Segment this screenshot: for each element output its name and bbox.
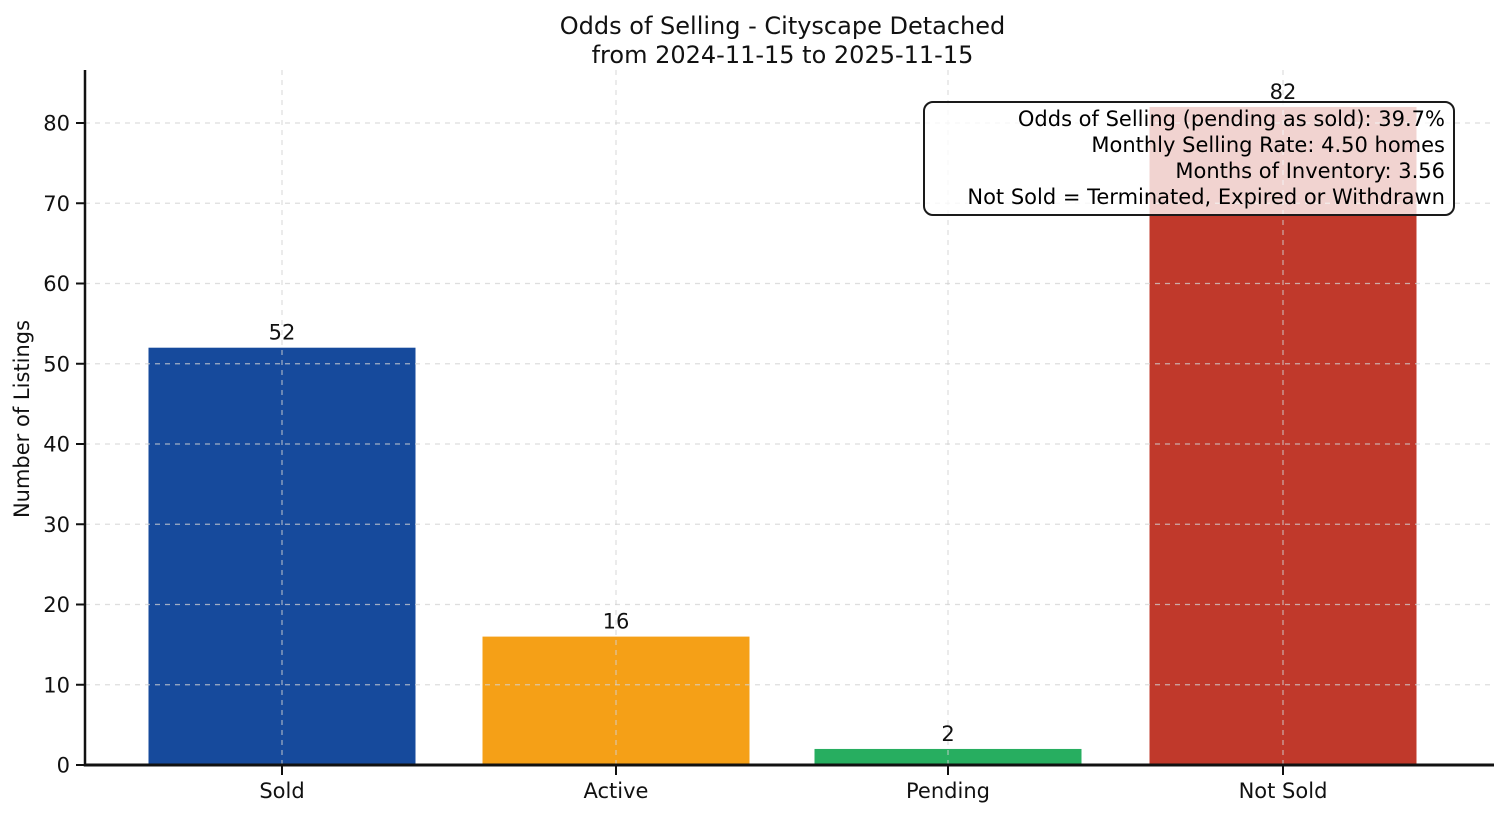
annotation-not-sold-definition: Not Sold = Terminated, Expired or Withdr… [967, 185, 1445, 209]
bar-sold [148, 347, 416, 765]
x-category-label-sold: Sold [259, 779, 304, 803]
y-tick-label-0: 0 [57, 754, 70, 778]
y-tick-label-50: 50 [43, 352, 70, 376]
y-tick-label-40: 40 [43, 433, 70, 457]
chart-title-block: Odds of Selling - Cityscape Detached fro… [85, 12, 1480, 70]
chart-title: Odds of Selling - Cityscape Detached [559, 12, 1006, 40]
bar-value-label-pending: 2 [941, 722, 954, 746]
x-category-label-pending: Pending [906, 779, 990, 803]
bar-pending [814, 748, 1082, 765]
stats-annotation-box: Odds of Selling (pending as sold): 39.7%… [923, 101, 1455, 216]
bar-value-label-sold: 52 [269, 321, 296, 345]
chart-subtitle: from 2024-11-15 to 2025-11-15 [591, 41, 974, 69]
y-tick-label-70: 70 [43, 192, 70, 216]
y-tick-label-60: 60 [43, 272, 70, 296]
bar-value-label-not-sold: 82 [1270, 80, 1297, 104]
x-category-label-active: Active [584, 779, 649, 803]
y-tick-label-30: 30 [43, 513, 70, 537]
annotation-odds-of-selling: Odds of Selling (pending as sold): 39.7% [1017, 107, 1445, 131]
y-tick-label-10: 10 [43, 673, 70, 697]
annotation-monthly-selling-rate: Monthly Selling Rate: 4.50 homes [1091, 133, 1445, 157]
y-tick-label-20: 20 [43, 593, 70, 617]
bar-not-sold [1149, 106, 1417, 765]
bar-value-label-active: 16 [603, 610, 630, 634]
y-tick-label-80: 80 [43, 112, 70, 136]
annotation-months-of-inventory: Months of Inventory: 3.56 [1175, 159, 1445, 183]
x-category-label-not-sold: Not Sold [1239, 779, 1328, 803]
y-axis-label: Number of Listings [10, 319, 34, 519]
